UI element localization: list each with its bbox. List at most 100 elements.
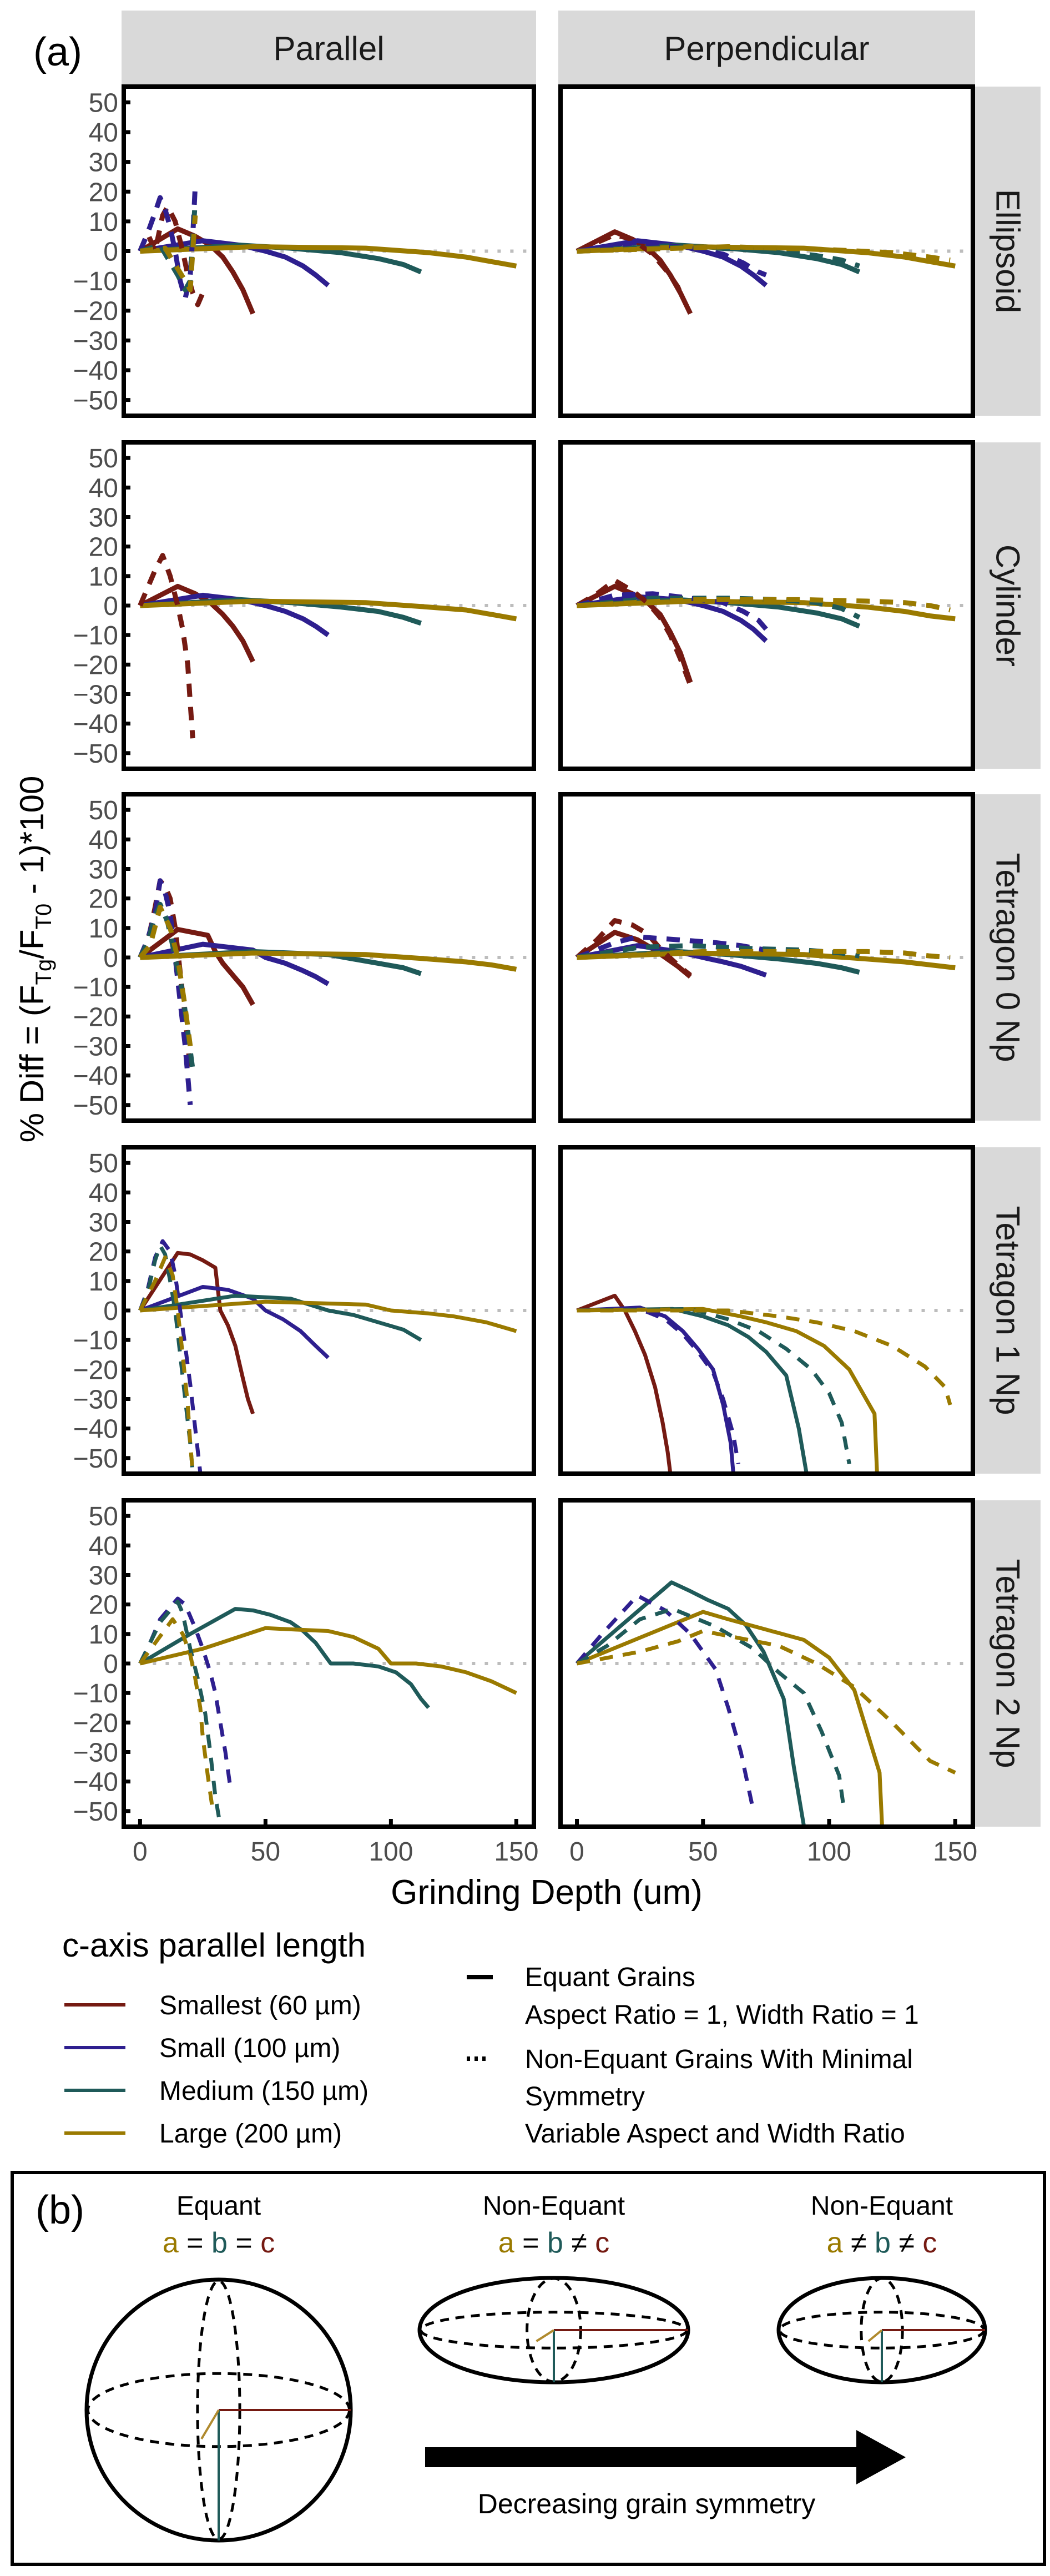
panel-cylinder-perpendicular [558,440,975,771]
y-tick-label: 20 [89,178,118,207]
y-tick-label: −50 [73,1797,118,1827]
y-tick-label: 40 [89,118,118,148]
series-line-medium-solid [139,1607,430,1709]
row-strip-cylinder: Cylinder [990,545,1027,667]
x-tick-label: 0 [569,1837,584,1867]
series-line-small-solid [576,943,767,978]
relation-part: c [260,2227,275,2259]
series-group [138,553,517,739]
y-tick-label: 0 [103,1297,118,1326]
decreasing-symmetry-arrow [425,2430,906,2484]
relation-part: = [228,2227,260,2259]
series-line-large-solid [140,598,517,622]
column-strip-bg [558,11,975,84]
panel-tetragon-0-np-perpendicular [558,792,975,1123]
y-tick-label: −10 [73,1679,118,1708]
facet-panels: 50403020100−10−20−30−40−5050403020100−10… [73,84,975,1829]
row-strip-tetragon-1-np: Tetragon 1 Np [990,1206,1027,1415]
grain-shape-relation: a = b = c [163,2227,275,2259]
grain-shape-title: Non-Equant [811,2191,953,2221]
y-tick-label: −30 [73,326,118,356]
y-tick-label: −10 [73,973,118,1002]
y-tick-label: −20 [73,1355,118,1385]
y-tick-label: −40 [73,1768,118,1797]
y-axis-title: % Diff = (FTg/FT0 - 1)*100 [13,776,56,1143]
y-tick-label: 30 [89,1208,118,1238]
series-line-large-dashed [577,1308,952,1406]
panel-frame [558,792,975,1123]
row-strip-bg [975,1147,1041,1474]
y-tick-label: 50 [89,796,118,825]
y-tick-label: −50 [73,739,118,769]
relation-part: b [547,2227,563,2259]
series-group [138,878,517,1106]
y-tick-label: −20 [73,1002,118,1032]
y-axis-title-mid: /F [13,929,51,959]
y-axis-title-sub2: T0 [32,904,56,930]
arrow-shaft [425,2447,858,2467]
y-tick-label: 50 [89,444,118,473]
y-tick-label: −40 [73,1415,118,1444]
panel-b-frame [11,2171,1046,2566]
row-strip-bg [975,442,1041,769]
relation-part: = [514,2227,547,2259]
series-line-large-dashed [138,1255,195,1473]
series-line-smallest-dashed [138,204,205,307]
legend-label-small: Small (100 µm) [159,2034,340,2063]
y-axis-title-sub1: Tg [32,959,56,985]
y-tick-label: 20 [89,533,118,562]
legend-label-large: Large (200 µm) [159,2119,342,2149]
series-line-small-solid [576,238,768,288]
a-axis-line [536,2329,555,2342]
row-strip-ellipsoid: Ellipsoid [990,189,1027,313]
y-tick-label: 10 [89,1620,118,1650]
x-tick-label: 50 [251,1837,280,1867]
y-tick-label: 0 [103,592,118,621]
y-axis-title-post: - 1)*100 [13,776,51,904]
grain-shape-1: Equant a = b = c [84,2191,353,2543]
panel-a-label: (a) [33,30,82,74]
y-tick-label: 10 [89,208,118,237]
grain-shape-2: Non-Equant a = b ≠ c [417,2191,690,2385]
column-strip-parallel: Parallel [273,30,384,67]
series-line-smallest-solid [139,583,255,663]
arrow-label: Decreasing grain symmetry [478,2488,816,2519]
series-line-smallest-solid [138,1251,255,1415]
x-axis-title: Grinding Depth (um) [391,1873,703,1912]
column-strip-bg [122,11,536,84]
series-line-small-solid [139,1285,330,1359]
relation-part: ≠ [891,2227,922,2259]
a-axis-line [200,2409,220,2440]
y-tick-label: 30 [89,855,118,885]
y-tick-label: 0 [103,238,118,267]
grain-shape-relation: a = b ≠ c [498,2227,610,2259]
grain-shape-3: Non-Equant a ≠ b ≠ c [776,2191,987,2385]
series-line-medium-dashed [576,1607,846,1812]
panel-tetragon-1-np-perpendicular [558,1145,975,1476]
y-tick-label: −30 [73,680,118,709]
y-tick-label: −30 [73,1738,118,1767]
arrow-head-icon [856,2430,906,2484]
series-line-large-solid [577,1307,879,1473]
y-tick-label: 30 [89,503,118,533]
series-line-large-dashed [577,244,951,263]
y-tick-label: 0 [103,944,118,973]
series-line-medium-dashed [577,596,861,620]
grain-shape-title: Equant [176,2191,261,2221]
y-tick-label: −40 [73,1062,118,1091]
series-group [138,1239,517,1473]
row-strip-tetragon-2-np: Tetragon 2 Np [990,1559,1027,1768]
y-tick-label: 10 [89,562,118,592]
grain-shape-title: Non-Equant [483,2191,625,2221]
y-tick-label: −50 [73,1091,118,1121]
column-strip-perpendicular: Perpendicular [664,30,869,67]
row-strips: Ellipsoid Cylinder Tetragon 0 Np Tetragon 1… [975,87,1041,1827]
y-tick-label: −10 [73,621,118,651]
y-tick-label: −20 [73,1708,118,1738]
grain-shape-relation: a ≠ b ≠ c [827,2227,937,2259]
y-tick-label: −50 [73,386,118,416]
y-tick-label: 50 [89,88,118,118]
